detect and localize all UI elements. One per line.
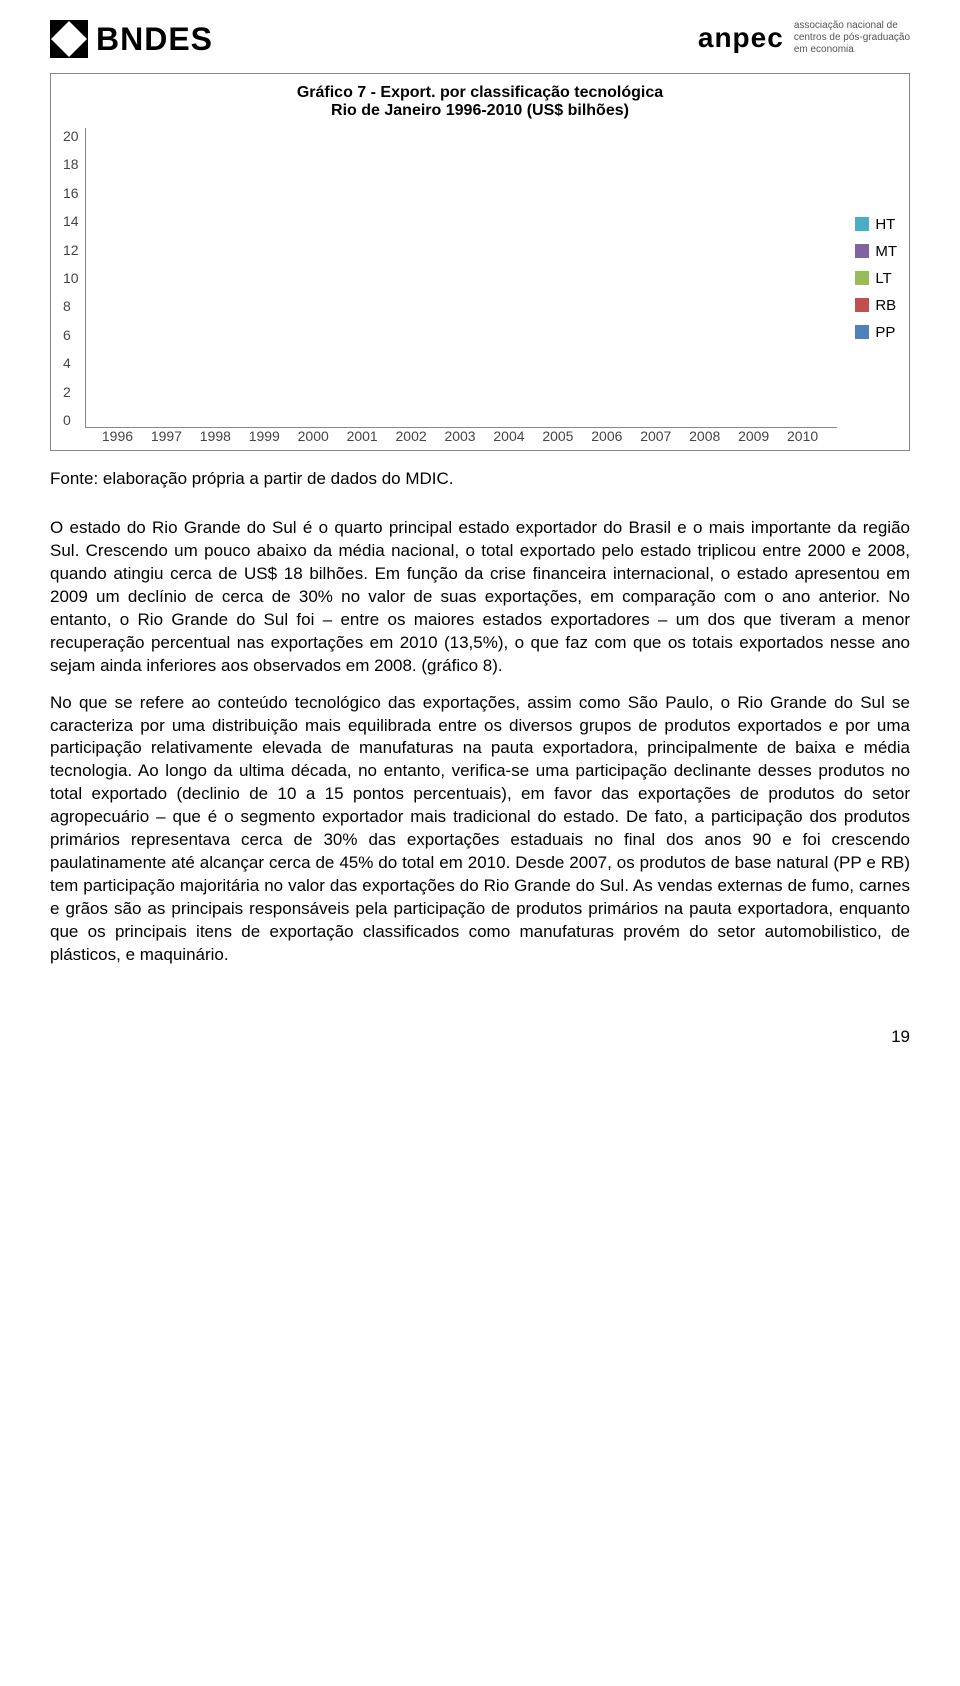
y-tick: 18 xyxy=(63,156,79,172)
y-tick: 4 xyxy=(63,355,79,371)
legend-swatch xyxy=(855,325,869,339)
x-axis: 1996199719981999200020012002200320042005… xyxy=(63,428,897,444)
x-tick: 2002 xyxy=(387,428,436,444)
legend-label: HT xyxy=(875,216,895,233)
anpec-main: anpec xyxy=(698,22,784,54)
bar-group xyxy=(686,128,736,427)
x-tick: 2008 xyxy=(680,428,729,444)
bar-group xyxy=(88,128,138,427)
x-tick: 2004 xyxy=(485,428,534,444)
y-tick: 20 xyxy=(63,128,79,144)
chart-area: 0 2 4 6 8 10 12 14 16 18 20 HT MT LT RB PP xyxy=(63,128,897,428)
bar-group xyxy=(187,128,237,427)
chart-title-line1: Gráfico 7 - Export. por classificação te… xyxy=(63,84,897,102)
x-tick: 2009 xyxy=(729,428,778,444)
x-tick: 1996 xyxy=(93,428,142,444)
legend-item: MT xyxy=(855,243,897,260)
x-tick: 2003 xyxy=(436,428,485,444)
chart-title-line2: Rio de Janeiro 1996-2010 (US$ bilhões) xyxy=(63,102,897,120)
chart-source: Fonte: elaboração própria a partir de da… xyxy=(50,469,910,489)
y-tick: 10 xyxy=(63,270,79,286)
y-tick: 0 xyxy=(63,412,79,428)
x-tick: 2005 xyxy=(533,428,582,444)
x-tick: 2010 xyxy=(778,428,827,444)
bndes-icon xyxy=(50,20,88,58)
header-logos: BNDES anpec associação nacional de centr… xyxy=(50,20,910,58)
paragraph-1: O estado do Rio Grande do Sul é o quarto… xyxy=(50,517,910,678)
x-tick: 1997 xyxy=(142,428,191,444)
plot-area xyxy=(85,128,838,428)
paragraph-2: No que se refere ao conteúdo tecnológico… xyxy=(50,692,910,967)
legend-item: PP xyxy=(855,324,897,341)
anpec-logo: anpec associação nacional de centros de … xyxy=(698,20,910,56)
legend-swatch xyxy=(855,298,869,312)
y-tick: 2 xyxy=(63,384,79,400)
bar-group xyxy=(736,128,786,427)
bar-group xyxy=(586,128,636,427)
legend-swatch xyxy=(855,271,869,285)
legend-label: MT xyxy=(875,243,897,260)
bar-group xyxy=(436,128,486,427)
x-tick: 1998 xyxy=(191,428,240,444)
legend-label: RB xyxy=(875,297,896,314)
anpec-sub-1: associação nacional de xyxy=(794,20,910,32)
x-tick: 2006 xyxy=(582,428,631,444)
anpec-sub-2: centros de pós-graduação xyxy=(794,32,910,44)
anpec-sub: associação nacional de centros de pós-gr… xyxy=(794,20,910,56)
bar-group xyxy=(486,128,536,427)
page-number: 19 xyxy=(50,1027,910,1047)
legend-swatch xyxy=(855,217,869,231)
bar-group xyxy=(785,128,835,427)
y-tick: 12 xyxy=(63,242,79,258)
legend-item: RB xyxy=(855,297,897,314)
bar-group xyxy=(337,128,387,427)
x-tick: 1999 xyxy=(240,428,289,444)
y-tick: 16 xyxy=(63,185,79,201)
chart-container: Gráfico 7 - Export. por classificação te… xyxy=(50,73,910,451)
x-tick: 2007 xyxy=(631,428,680,444)
x-tick: 2001 xyxy=(338,428,387,444)
y-tick: 8 xyxy=(63,298,79,314)
bar-group xyxy=(536,128,586,427)
bar-group xyxy=(636,128,686,427)
y-tick: 14 xyxy=(63,213,79,229)
bar-group xyxy=(237,128,287,427)
bndes-text: BNDES xyxy=(96,21,213,58)
legend: HT MT LT RB PP xyxy=(837,128,897,428)
anpec-sub-3: em economia xyxy=(794,44,910,56)
legend-swatch xyxy=(855,244,869,258)
bndes-logo: BNDES xyxy=(50,20,213,58)
y-tick: 6 xyxy=(63,327,79,343)
x-tick: 2000 xyxy=(289,428,338,444)
bar-group xyxy=(287,128,337,427)
legend-label: PP xyxy=(875,324,895,341)
legend-label: LT xyxy=(875,270,891,287)
y-axis: 0 2 4 6 8 10 12 14 16 18 20 xyxy=(63,128,85,428)
bar-group xyxy=(387,128,437,427)
body-text: O estado do Rio Grande do Sul é o quarto… xyxy=(50,517,910,967)
legend-item: HT xyxy=(855,216,897,233)
legend-item: LT xyxy=(855,270,897,287)
bar-group xyxy=(137,128,187,427)
chart-title: Gráfico 7 - Export. por classificação te… xyxy=(63,84,897,120)
